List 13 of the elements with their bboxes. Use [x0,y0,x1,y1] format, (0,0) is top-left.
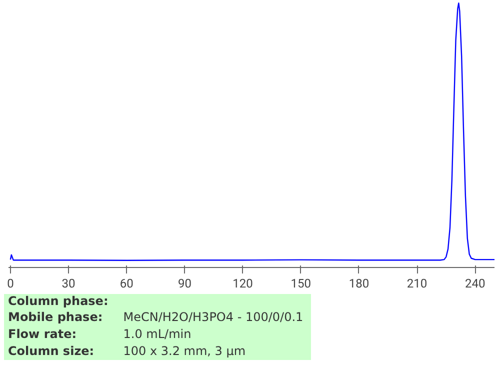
x-tick-label: 150 [290,276,312,290]
text: Flow rate: 1.0 mL/min [8,327,192,341]
x-tick-label: 90 [178,276,192,290]
x-tick-label: 180 [348,276,370,290]
text: Mobile phase: MeCN/H2O/H3PO4 - 100/0/0.1 [8,310,304,324]
x-tick-label: 60 [120,276,134,290]
x-tick-label: 120 [232,276,254,290]
x-tick-label: 0 [7,276,14,290]
x-tick-label: 30 [62,276,76,290]
text: Column size: 100 x 3.2 mm, 3 µm [8,344,246,358]
x-tick-label: 240 [465,276,486,290]
text: Column phase: [7,294,110,309]
x-tick-label: 210 [406,276,428,290]
